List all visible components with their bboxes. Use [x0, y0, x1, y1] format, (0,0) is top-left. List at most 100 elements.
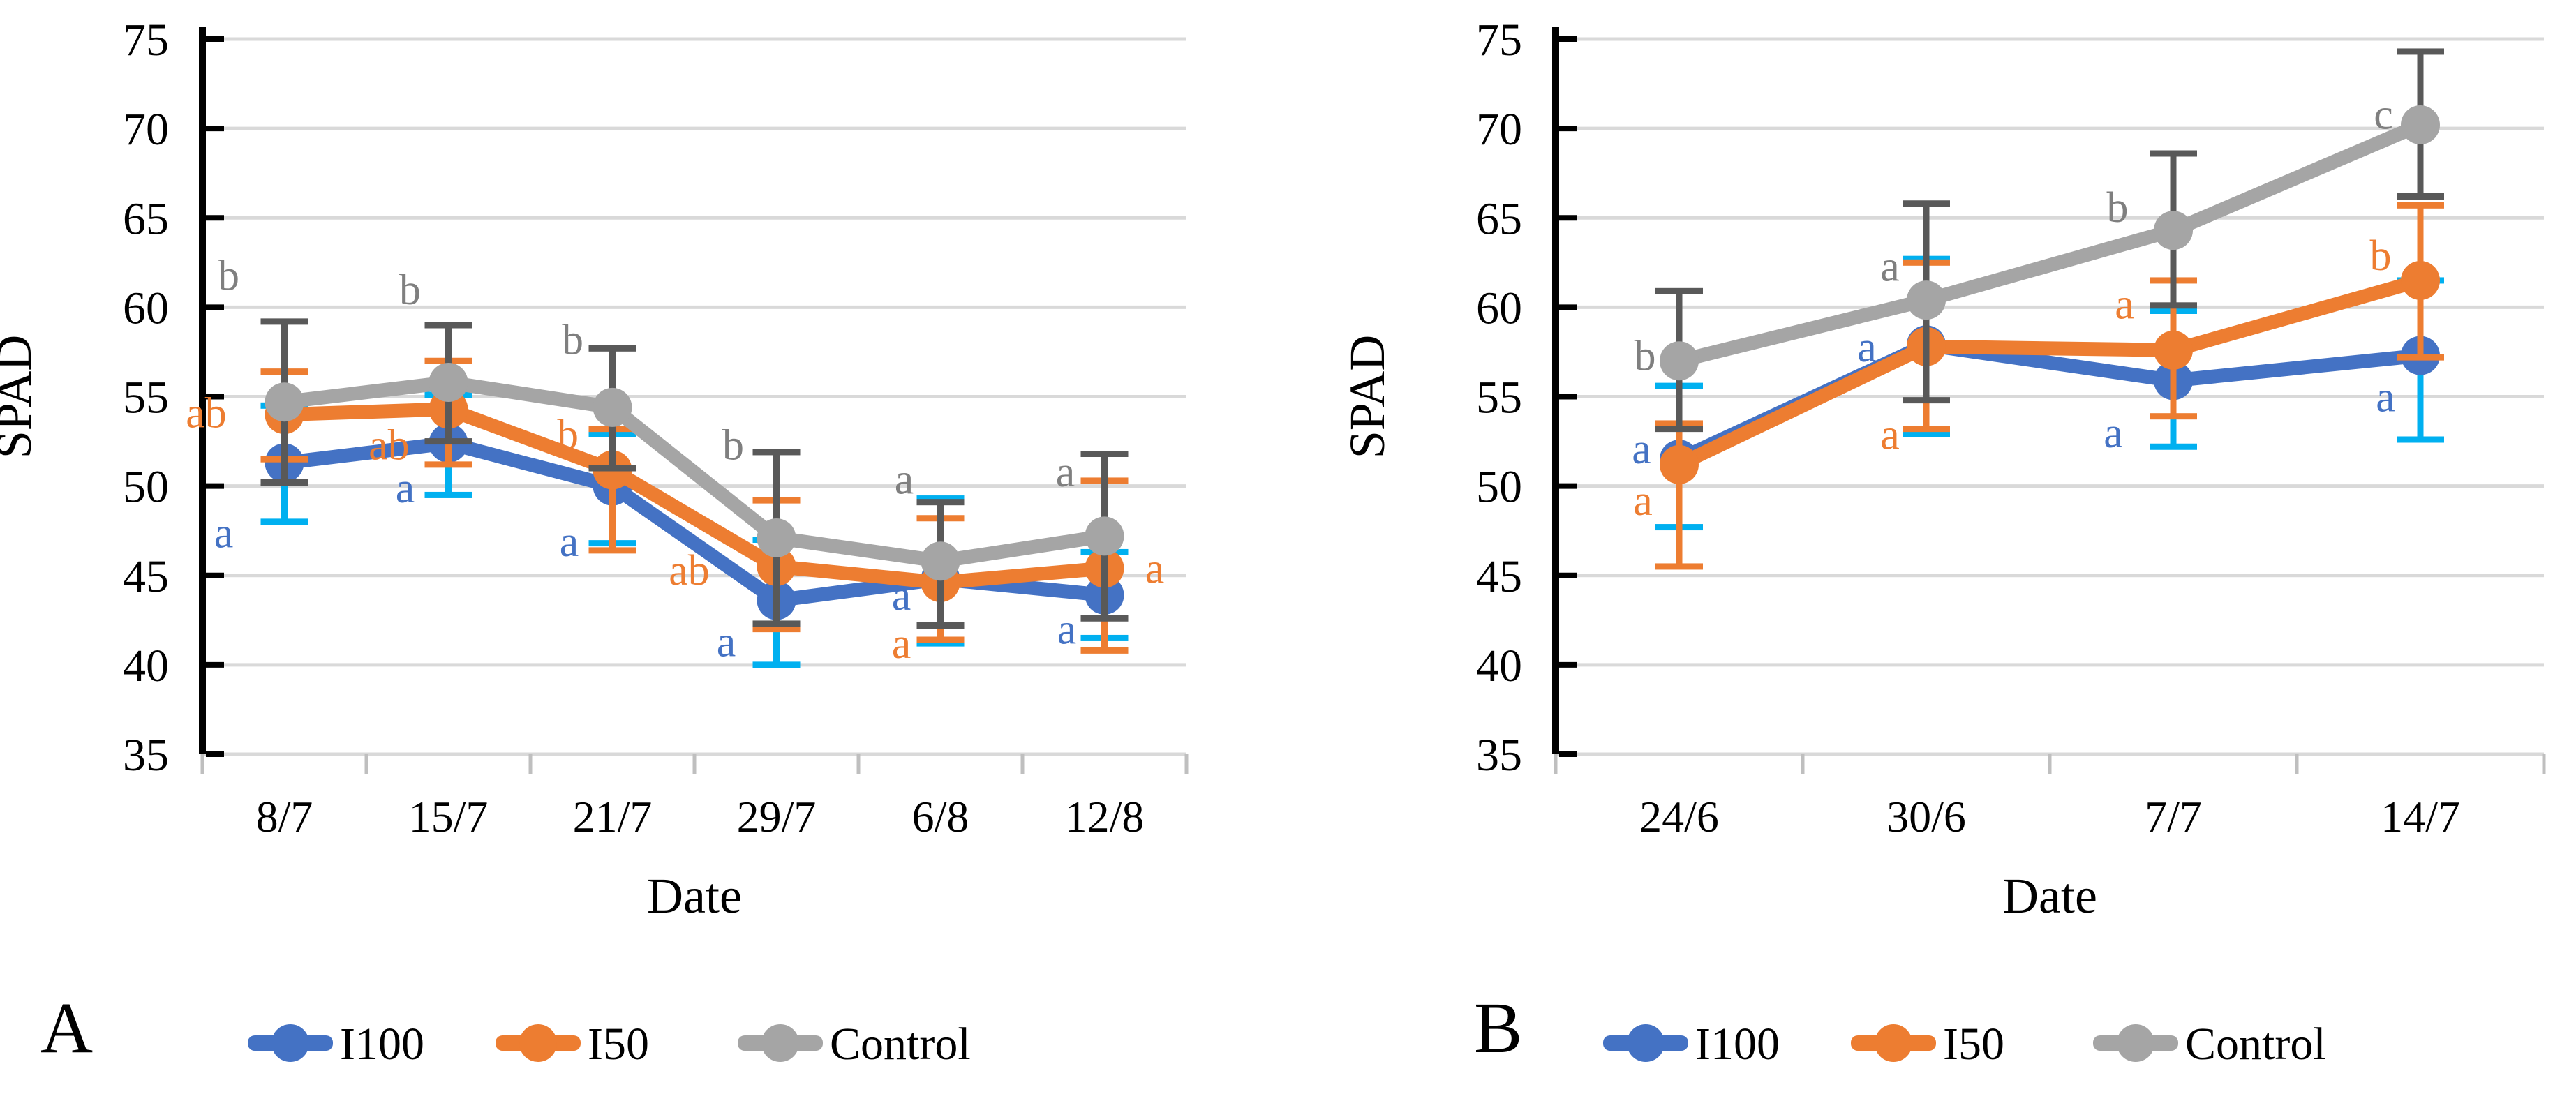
error-bar-cap-top [1080, 451, 1129, 457]
x-axis-tick [2048, 754, 2052, 774]
x-axis-tick [528, 754, 533, 774]
y-tick-label: 75 [123, 15, 169, 66]
gridline [1556, 574, 2544, 578]
x-tick-label: 21/7 [573, 792, 653, 841]
error-bar-line [609, 428, 616, 550]
y-tick-label: 60 [123, 283, 169, 334]
gridline [1556, 305, 2544, 309]
data-point-Control [2154, 211, 2193, 250]
error-bar-cap-bottom [424, 438, 472, 445]
y-axis-tick [206, 572, 224, 578]
error-bar-cap-top [424, 322, 472, 329]
y-tick-label: 40 [1476, 640, 1522, 691]
x-axis-tick [1020, 754, 1025, 774]
sig-letter: a [1880, 411, 1900, 458]
sig-letter: b [562, 317, 583, 364]
sig-letter: ab [186, 390, 227, 437]
error-bar-cap-top [2397, 202, 2444, 209]
y-axis-tick [206, 215, 224, 221]
gridline [1556, 484, 2544, 488]
y-axis-tick [1559, 394, 1577, 400]
y-tick-label: 45 [1476, 551, 1522, 602]
panel-label: B [1474, 988, 1522, 1068]
sig-letter: a [892, 620, 911, 668]
y-axis-title: SPAD [0, 335, 42, 458]
error-bar-cap-bottom [588, 547, 636, 554]
gridline [202, 395, 1186, 398]
error-bar-cap-top [916, 499, 965, 506]
sig-letter: a [2376, 374, 2395, 421]
sig-letter: ab [669, 547, 710, 594]
series-line-I100 [1676, 338, 2422, 466]
error-bar-cap-top [1903, 200, 1950, 207]
y-axis-tick [1559, 572, 1577, 578]
sig-letter: b [557, 411, 579, 458]
sig-letter: a [396, 465, 415, 512]
x-tick-label: 14/7 [2381, 792, 2460, 841]
gridline [202, 216, 1186, 220]
data-point-I50 [2154, 330, 2193, 370]
y-axis-tick [1559, 483, 1577, 489]
sig-letter: b [2370, 232, 2392, 280]
y-axis-line [199, 27, 206, 754]
error-bar-cap-bottom [1655, 563, 1703, 570]
legend-label-I100: I100 [1695, 1019, 1780, 1070]
x-axis-tick [2542, 754, 2546, 774]
series-line-Control [1677, 118, 2423, 368]
error-bar-cap-top [752, 449, 801, 456]
data-point-Control [921, 541, 960, 581]
sig-letter: a [2104, 410, 2123, 457]
y-tick-label: 35 [1476, 730, 1522, 781]
y-tick-label: 60 [1476, 283, 1522, 334]
data-point-Control [1660, 341, 1699, 381]
error-bar-cap-bottom [2150, 302, 2197, 309]
sig-letter: c [2374, 91, 2393, 139]
error-bar-cap-bottom [2397, 193, 2444, 200]
sig-letter: a [1145, 546, 1165, 593]
data-point-I50 [1660, 444, 1699, 484]
error-bar-cap-top [2397, 48, 2444, 55]
x-axis-title: Date [647, 868, 742, 924]
legend-label-I50: I50 [1943, 1019, 2004, 1070]
legend-marker-point-I100 [1627, 1024, 1665, 1062]
error-bar-cap-top [588, 345, 636, 352]
gridline [1556, 663, 2544, 667]
sig-letter: a [895, 456, 914, 503]
sig-letter: a [1632, 426, 1651, 473]
gridline [1556, 395, 2544, 398]
legend-marker-point-Control [761, 1024, 799, 1062]
error-bar-cap-bottom [752, 661, 801, 668]
sig-letter: a [1057, 606, 1077, 654]
data-point-Control [2401, 105, 2440, 144]
y-tick-label: 55 [123, 373, 169, 424]
error-bar-cap-bottom [2150, 413, 2197, 420]
sig-letter: ab [368, 422, 410, 470]
y-axis-tick [1559, 215, 1577, 221]
gridline [202, 663, 1186, 667]
y-tick-label: 45 [123, 551, 169, 602]
y-axis-tick [1559, 36, 1577, 42]
error-bar-cap-bottom [424, 491, 472, 498]
error-bar-cap-bottom [260, 518, 308, 525]
y-axis-tick [206, 304, 224, 310]
sig-letter: a [560, 518, 579, 566]
gridline [202, 574, 1186, 578]
sig-letter: b [2107, 184, 2129, 232]
y-axis-tick [1559, 751, 1577, 757]
sig-letter: a [1633, 477, 1653, 525]
sig-letter: b [722, 422, 744, 470]
x-tick-label: 24/6 [1639, 792, 1719, 841]
y-tick-label: 75 [1476, 15, 1522, 66]
sig-letter: b [218, 252, 239, 299]
sig-letter: b [399, 267, 421, 314]
sig-letter: b [1635, 333, 1656, 380]
y-tick-label: 40 [123, 640, 169, 691]
x-tick-label: 7/7 [2145, 792, 2202, 841]
data-point-Control [1085, 516, 1124, 556]
sig-letter: a [1857, 324, 1877, 371]
y-tick-label: 35 [123, 730, 169, 781]
sig-letter: a [1880, 243, 1900, 290]
y-tick-label: 70 [123, 104, 169, 155]
error-bar-cap-bottom [916, 640, 965, 647]
